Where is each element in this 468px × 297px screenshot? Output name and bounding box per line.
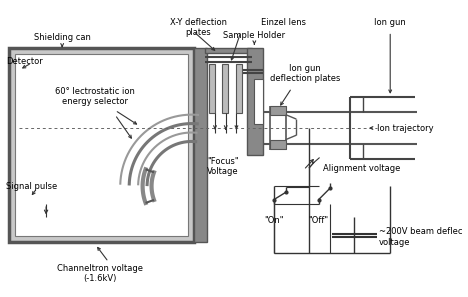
Bar <box>270 106 285 115</box>
Text: Einzel lens: Einzel lens <box>261 18 306 27</box>
Text: 60° lectrostatic ion
energy selector: 60° lectrostatic ion energy selector <box>55 87 135 106</box>
Text: Sample Holder: Sample Holder <box>223 31 285 40</box>
Text: Channeltron voltage
(-1.6kV): Channeltron voltage (-1.6kV) <box>57 264 143 283</box>
Text: ~200V beam deflec
voltage: ~200V beam deflec voltage <box>379 228 462 247</box>
Text: Ion gun
deflection plates: Ion gun deflection plates <box>270 64 341 83</box>
Bar <box>15 54 188 236</box>
Text: Ion gun: Ion gun <box>374 18 406 27</box>
Bar <box>195 48 207 242</box>
Text: Shielding can: Shielding can <box>34 33 91 42</box>
Bar <box>8 48 195 242</box>
Bar <box>209 64 215 113</box>
Text: "On": "On" <box>264 216 284 225</box>
Text: "Off": "Off" <box>308 216 329 225</box>
Text: "Focus"
Voltage: "Focus" Voltage <box>207 157 239 176</box>
Bar <box>254 79 263 124</box>
Bar <box>222 64 228 113</box>
Bar <box>270 140 285 148</box>
Bar <box>205 48 252 53</box>
Text: Signal pulse: Signal pulse <box>6 182 57 191</box>
Bar <box>235 64 242 113</box>
Text: Alignment voltage: Alignment voltage <box>323 164 401 173</box>
Text: X-Y deflection
plates: X-Y deflection plates <box>169 18 227 37</box>
Text: Detector: Detector <box>6 56 43 66</box>
Text: Ion trajectory: Ion trajectory <box>377 124 433 132</box>
Bar <box>247 48 263 155</box>
